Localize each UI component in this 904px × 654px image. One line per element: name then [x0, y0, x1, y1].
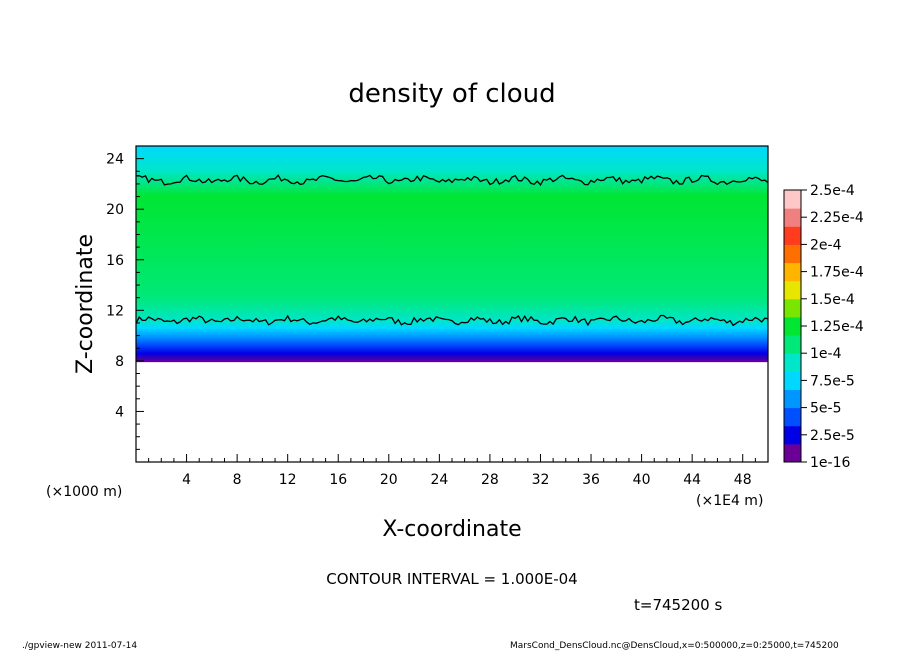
x-tick-label: 40 [633, 472, 651, 488]
colorbar-segment [784, 190, 801, 209]
x-tick-label: 8 [233, 472, 242, 488]
colorbar-segment [784, 407, 801, 427]
colorbar-segment [784, 298, 801, 318]
colorbar-label: 2.25e-4 [810, 210, 864, 226]
x-tick-label: 24 [430, 472, 448, 488]
colorbar-label: 2.5e-4 [810, 183, 855, 199]
colorbar-segment [784, 262, 801, 282]
plot-area [136, 146, 768, 363]
x-tick-label: 44 [683, 472, 701, 488]
colorbar-segment [784, 371, 801, 390]
x-tick-label: 48 [734, 472, 752, 488]
y-tick-label: 20 [106, 202, 124, 218]
colorbar-segment [784, 389, 801, 409]
colorbar-segment [784, 244, 801, 264]
colorbar-segment [784, 335, 801, 354]
contour-line [136, 314, 768, 327]
colorbar-label: 1.75e-4 [810, 265, 864, 281]
colorbar-label: 1e-16 [810, 455, 850, 471]
x-unit-label: (×1E4 m) [696, 493, 763, 509]
y-tick-label: 4 [115, 404, 124, 420]
footer-right: MarsCond_DensCloud.nc@DensCloud,x=0:5000… [510, 641, 839, 651]
chart-title: density of cloud [348, 79, 555, 109]
y-tick-label: 24 [106, 152, 124, 168]
time-label: t=745200 s [634, 596, 722, 614]
colorbar-label: 5e-5 [810, 401, 841, 417]
x-tick-label: 16 [329, 472, 347, 488]
colorbar-segment [784, 425, 801, 445]
colorbar-label: 1.25e-4 [810, 319, 864, 335]
density-field [136, 146, 768, 363]
colorbar-segment [784, 316, 801, 336]
x-tick-label: 12 [279, 472, 297, 488]
x-tick-label: 4 [182, 472, 191, 488]
y-axis: 4 8 12 16 20 24 [106, 152, 144, 450]
y-tick-label: 8 [115, 354, 124, 370]
x-axis-title: X-coordinate [382, 517, 521, 542]
contour-interval: CONTOUR INTERVAL = 1.000E-04 [326, 570, 577, 588]
y-unit-label: (×1000 m) [46, 484, 122, 500]
x-axis: 4 8 12 16 20 24 28 32 36 40 44 48 [148, 454, 756, 488]
colorbar-label: 1.5e-4 [810, 292, 855, 308]
y-tick-label: 16 [106, 253, 124, 269]
x-tick-label: 20 [380, 472, 398, 488]
contour-line [136, 174, 768, 187]
colorbar-label: 2e-4 [810, 237, 842, 253]
colorbar-label: 1e-4 [810, 346, 842, 362]
x-tick-label: 32 [532, 472, 550, 488]
colorbar-segment [784, 443, 801, 463]
y-axis-title: Z-coordinate [73, 234, 98, 374]
colorbar-label: 2.5e-5 [810, 428, 855, 444]
colorbar-segment [784, 226, 801, 245]
colorbar-segment [784, 353, 801, 372]
x-tick-label: 28 [481, 472, 499, 488]
colorbar-segment [784, 280, 801, 300]
colorbar-label: 7.5e-5 [810, 373, 855, 389]
y-tick-label: 12 [106, 303, 124, 319]
colorbar: 1e-16 2.5e-5 5e-5 7.5e-5 1e-4 1.25e-4 1.5e-4 1.… [783, 183, 864, 471]
x-tick-label: 36 [582, 472, 600, 488]
colorbar-segment [784, 208, 801, 227]
footer-left: ./gpview-new 2011-07-14 [22, 641, 138, 651]
